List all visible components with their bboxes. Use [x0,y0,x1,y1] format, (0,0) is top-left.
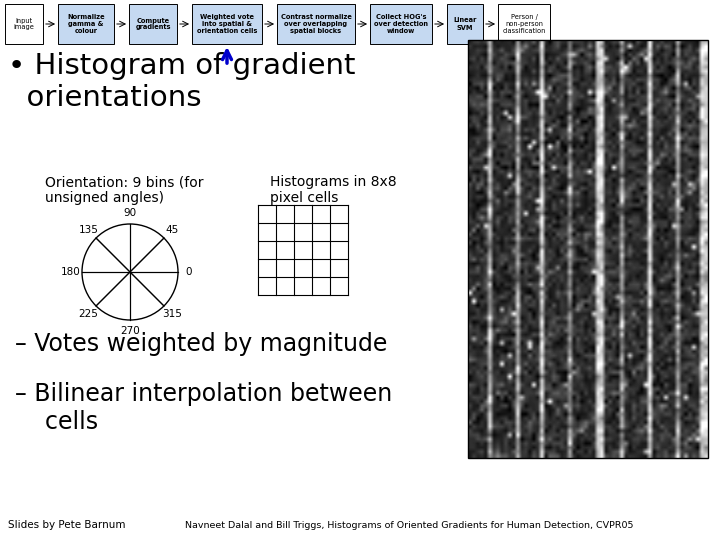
Text: 225: 225 [78,309,98,319]
Text: Collect HOG's
over detection
window: Collect HOG's over detection window [374,14,428,34]
Text: Orientation: 9 bins (for
unsigned angles): Orientation: 9 bins (for unsigned angles… [45,175,204,205]
Text: Histograms in 8x8
pixel cells: Histograms in 8x8 pixel cells [270,175,397,205]
Bar [370,4,432,44]
Text: 135: 135 [78,225,98,235]
Text: Person /
non-person
classification: Person / non-person classification [503,14,546,34]
Text: Weighted vote
into spatial &
orientation cells: Weighted vote into spatial & orientation… [197,14,257,34]
Bar [447,4,483,44]
Text: 180: 180 [61,267,81,277]
Bar [192,4,262,44]
Text: Navneet Dalal and Bill Triggs, Histograms of Oriented Gradients for Human Detect: Navneet Dalal and Bill Triggs, Histogram… [185,521,634,530]
Text: Linear
SVM: Linear SVM [454,17,477,30]
Text: • Histogram of gradient
  orientations: • Histogram of gradient orientations [8,52,356,112]
Bar [5,4,43,44]
Text: 0: 0 [186,267,192,277]
Text: Slides by Pete Barnum: Slides by Pete Barnum [8,520,125,530]
Text: Compute
gradients: Compute gradients [135,17,171,30]
Bar [129,4,177,44]
Text: 270: 270 [120,326,140,336]
Bar [498,4,550,44]
Text: 90: 90 [123,208,137,218]
Text: – Votes weighted by magnitude: – Votes weighted by magnitude [15,332,387,356]
Text: Input
image: Input image [14,17,35,30]
Text: Normalize
gamma &
colour: Normalize gamma & colour [67,14,105,34]
Text: 45: 45 [165,225,179,235]
Bar [468,40,708,458]
Bar [58,4,114,44]
Bar [277,4,355,44]
Text: 315: 315 [162,309,181,319]
Text: Contrast normalize
over overlapping
spatial blocks: Contrast normalize over overlapping spat… [281,14,351,34]
Text: – Bilinear interpolation between
    cells: – Bilinear interpolation between cells [15,382,392,434]
